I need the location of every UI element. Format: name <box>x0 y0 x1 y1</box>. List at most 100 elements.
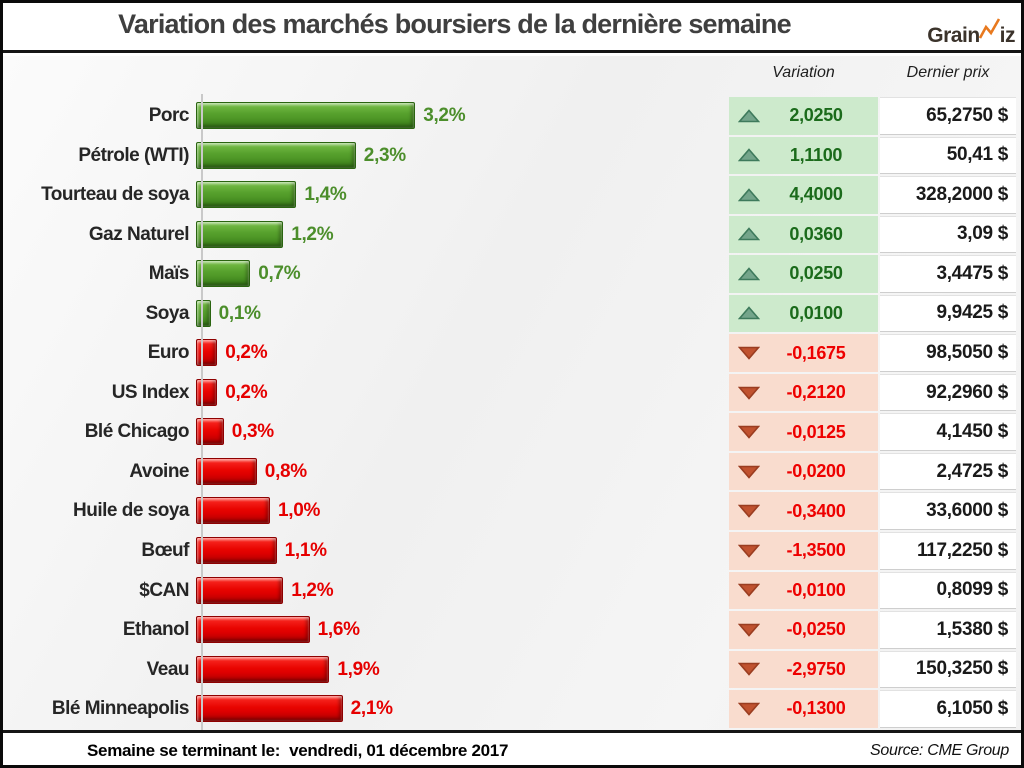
logo-zigzag-icon <box>978 17 1001 47</box>
category-label: Blé Minneapolis <box>51 698 190 720</box>
title-bar: Variation des marchés boursiers de la de… <box>3 3 1021 53</box>
value-bar <box>196 616 310 644</box>
price-cell: 117,2250 $ <box>880 532 1016 570</box>
value-bar <box>196 497 270 525</box>
triangle-down-icon <box>738 465 760 479</box>
table-row: Huile de soya 1,0% -0,3400 33,6000 $ <box>3 491 1021 531</box>
triangle-down-icon <box>738 386 760 400</box>
variation-value: -0,3400 <box>786 500 846 521</box>
triangle-down-icon <box>738 662 760 677</box>
variation-value: 0,0360 <box>789 223 843 244</box>
variation-value: 0,0250 <box>789 263 843 284</box>
price-cell: 6,1050 $ <box>880 690 1016 728</box>
variation-value: -0,0100 <box>786 579 846 600</box>
triangle-down-icon <box>738 346 760 360</box>
variation-value: 1,1100 <box>789 144 843 165</box>
price-cell: 65,2750 $ <box>880 97 1016 135</box>
column-header-last-price: Dernier prix <box>906 64 990 81</box>
triangle-down-icon <box>738 583 760 598</box>
category-label: Tourteau de soya <box>41 184 189 206</box>
value-bar <box>196 378 218 406</box>
table-row: Pétrole (WTI) 2,3% 1,1100 50,41 $ <box>3 136 1021 176</box>
value-bar <box>196 141 356 169</box>
variation-cell: -0,1300 <box>729 690 878 728</box>
variation-cell: 2,0250 <box>729 97 878 135</box>
triangle-down-icon <box>738 623 760 637</box>
table-row: Blé Chicago 0,3% -0,0125 4,1450 $ <box>3 412 1021 452</box>
percent-label: 1,1% <box>284 540 327 562</box>
value-bar <box>196 339 218 367</box>
footer-week-date: vendredi, 01 décembre 2017 <box>289 740 509 760</box>
percent-label: 0,3% <box>231 421 274 443</box>
table-row: Tourteau de soya 1,4% 4,4000 328,2000 $ <box>3 175 1021 215</box>
percent-label: 2,1% <box>350 698 393 720</box>
variation-value: -0,1675 <box>786 342 846 363</box>
price-cell: 3,09 $ <box>880 215 1016 254</box>
variation-cell: -0,1675 <box>729 334 878 372</box>
percent-label: 1,0% <box>278 500 321 522</box>
triangle-up-icon <box>738 109 760 123</box>
table-row: $CAN 1,2% -0,0100 0,8099 $ <box>3 571 1021 611</box>
price-cell: 92,2960 $ <box>880 373 1016 412</box>
triangle-up-icon <box>738 148 760 162</box>
variation-value: -2,9750 <box>786 658 846 679</box>
logo-text-left: Grain <box>927 24 980 47</box>
variation-cell: 0,0360 <box>729 215 878 254</box>
table-row: Blé Minneapolis 2,1% -0,1300 6,1050 $ <box>3 689 1021 729</box>
price-cell: 150,3250 $ <box>880 650 1016 689</box>
variation-cell: 0,0100 <box>729 294 878 333</box>
value-bar <box>196 655 330 683</box>
value-bar <box>196 457 257 485</box>
axis-baseline <box>201 94 203 730</box>
variation-value: 2,0250 <box>789 105 843 126</box>
percent-label: 0,1% <box>218 302 261 324</box>
table-row: Porc 3,2% 2,0250 65,2750 $ <box>3 96 1021 136</box>
table-row: Bœuf 1,1% -1,3500 117,2250 $ <box>3 531 1021 571</box>
variation-cell: -1,3500 <box>729 532 878 570</box>
variation-cell: -0,0200 <box>729 452 878 491</box>
chart-area: Variation Dernier prix Porc 3,2% 2,0250 … <box>3 56 1021 733</box>
price-cell: 3,4475 $ <box>880 255 1016 293</box>
footer: Semaine se terminant le: vendredi, 01 déc… <box>3 736 1021 765</box>
table-row: Ethanol 1,6% -0,0250 1,5380 $ <box>3 610 1021 650</box>
table-row: Maïs 0,7% 0,0250 3,4475 $ <box>3 254 1021 294</box>
column-header-variation: Variation <box>772 64 835 81</box>
variation-cell: -0,2120 <box>729 373 878 412</box>
value-bar <box>196 418 224 446</box>
percent-label: 1,2% <box>291 579 334 601</box>
category-label: Soya <box>145 302 190 324</box>
triangle-down-icon <box>738 504 760 518</box>
page-title: Variation des marchés boursiers de la de… <box>118 9 791 39</box>
triangle-down-icon <box>738 544 760 558</box>
percent-label: 0,8% <box>264 460 307 482</box>
grainwiz-logo: Grain iz <box>927 17 1016 48</box>
triangle-down-icon <box>738 425 760 439</box>
category-label: Euro <box>147 342 190 364</box>
table-row: Euro 0,2% -0,1675 98,5050 $ <box>3 333 1021 373</box>
price-cell: 98,5050 $ <box>880 334 1016 372</box>
table-row: Soya 0,1% 0,0100 9,9425 $ <box>3 294 1021 334</box>
triangle-down-icon <box>738 702 760 716</box>
triangle-up-icon <box>738 267 760 281</box>
value-bar <box>196 576 284 604</box>
percent-label: 0,2% <box>225 381 268 403</box>
variation-value: -1,3500 <box>786 540 846 561</box>
category-label: Maïs <box>148 263 190 285</box>
price-cell: 9,9425 $ <box>880 294 1016 333</box>
variation-cell: -0,3400 <box>729 492 878 530</box>
variation-cell: -0,0125 <box>729 413 878 451</box>
variation-cell: 1,1100 <box>729 136 878 175</box>
category-label: Huile de soya <box>73 500 190 522</box>
percent-label: 0,2% <box>225 342 268 364</box>
variation-cell: -0,0100 <box>729 571 878 610</box>
variation-cell: 0,0250 <box>729 255 878 293</box>
category-label: US Index <box>111 381 190 403</box>
chart-table-rows: Porc 3,2% 2,0250 65,2750 $ Pétrole (WTI)… <box>3 96 1021 729</box>
variation-value: 4,4000 <box>789 184 843 205</box>
category-label: Ethanol <box>122 619 190 641</box>
variation-value: -0,0200 <box>786 461 846 482</box>
percent-label: 1,2% <box>291 223 334 245</box>
percent-label: 0,7% <box>258 263 301 285</box>
price-cell: 4,1450 $ <box>880 413 1016 451</box>
